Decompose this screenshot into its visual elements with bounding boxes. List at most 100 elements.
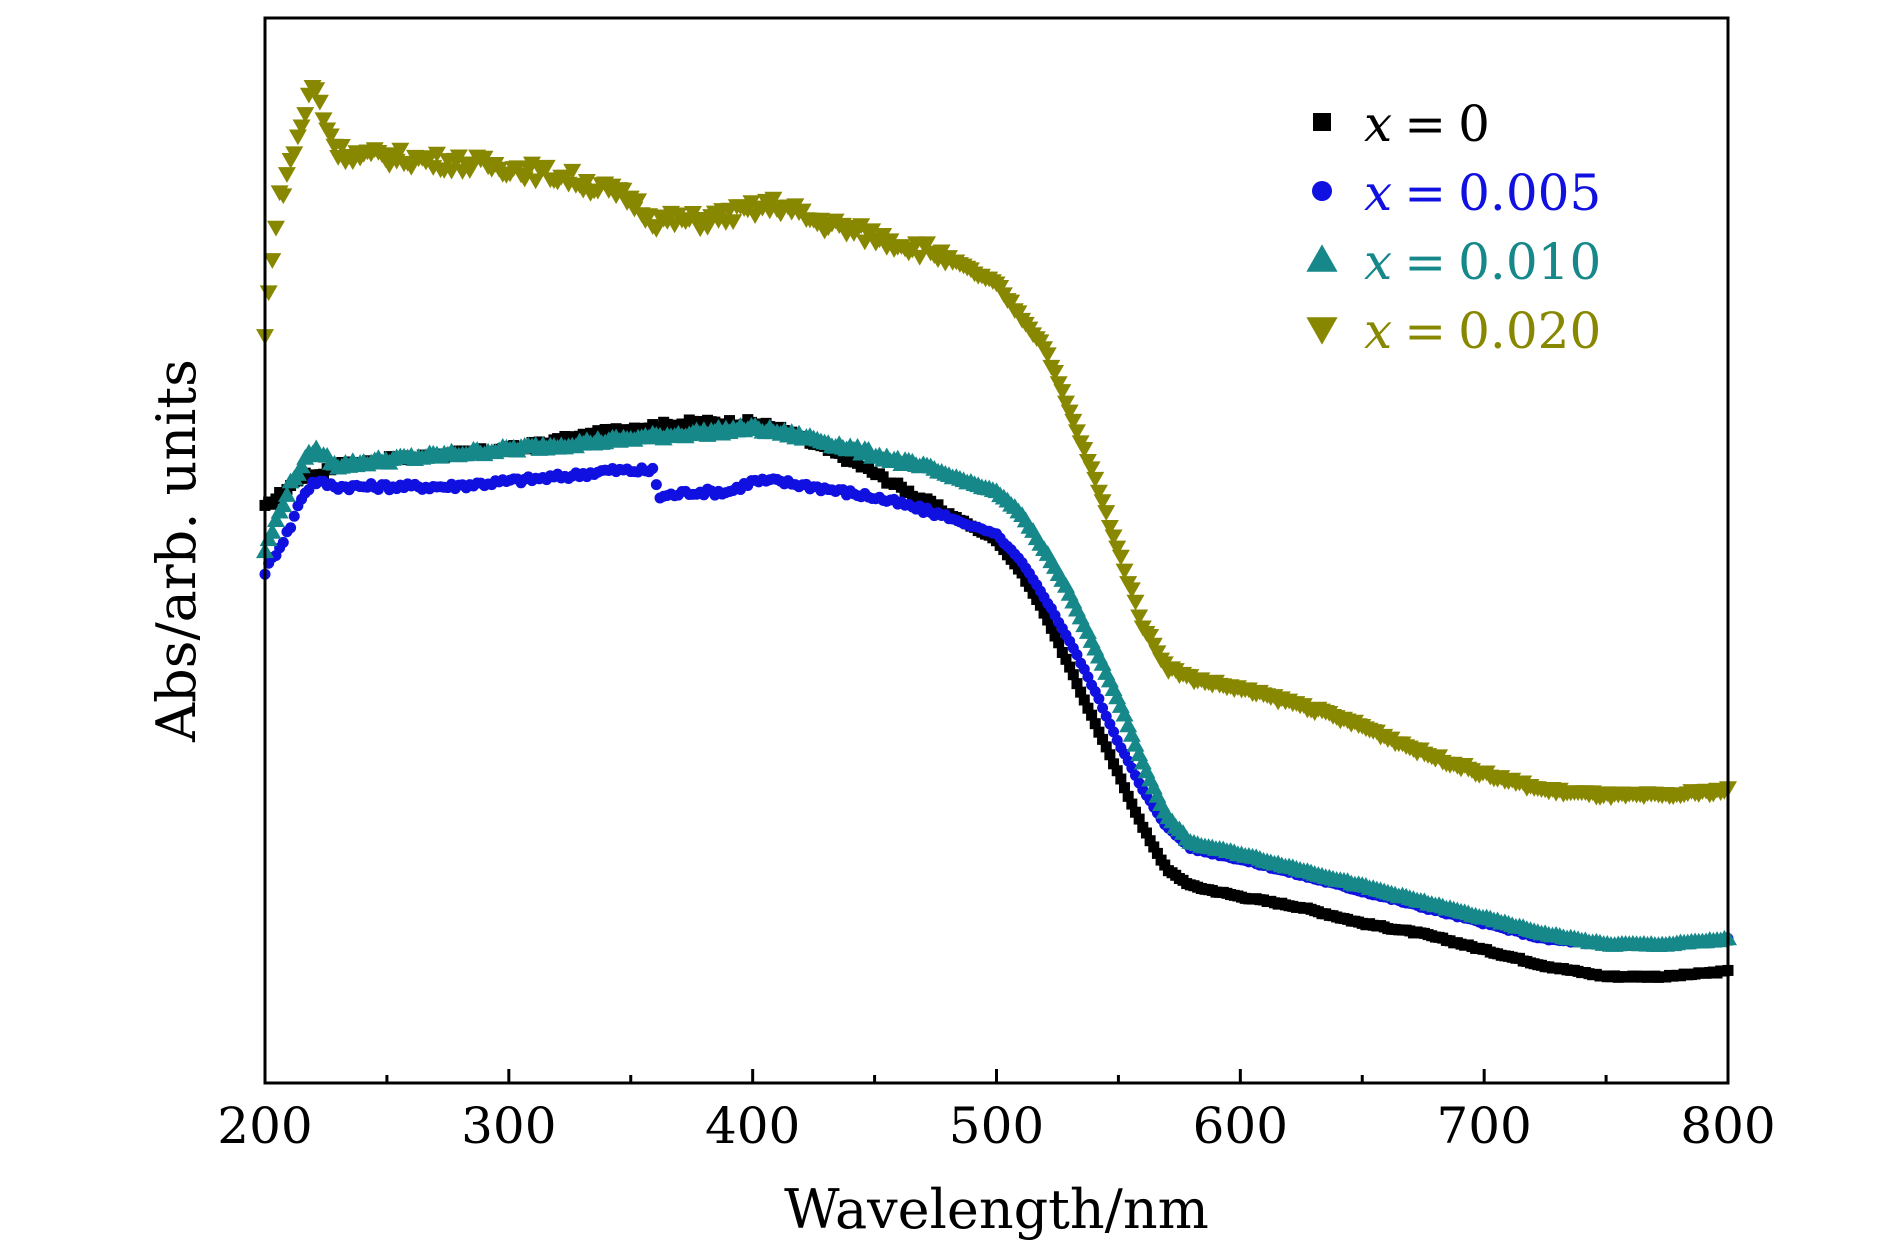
y-axis-label: Abs/arb. units [145,359,208,743]
x-tick-label: 200 [217,1097,312,1155]
data-point [1108,726,1120,738]
data-point [259,285,278,302]
data-point [1023,580,1035,592]
data-point [537,159,556,176]
data-point [852,218,871,235]
data-point [764,191,783,208]
data-point [526,173,545,190]
legend-item: x = 0.020 [1306,302,1601,360]
series-2 [256,416,1737,952]
x-tick-label: 300 [461,1097,556,1155]
data-point [1002,294,1021,311]
plot-area [256,79,1737,983]
data-point [698,219,717,236]
data-point [1075,441,1094,458]
legend-item: x = 0.010 [1306,233,1601,291]
data-point [1108,540,1127,557]
data-point [932,499,944,511]
data-point [1046,365,1065,381]
data-point [1082,671,1094,683]
data-point [1089,484,1108,501]
data-point [1060,404,1079,421]
data-point [1078,694,1090,706]
data-point [1097,733,1109,745]
x-tick-label: 400 [705,1097,800,1155]
data-point [1133,813,1145,825]
data-point [1140,827,1152,839]
data-point [332,139,351,155]
data-point [910,249,929,266]
data-point [1151,847,1163,859]
data-point [1097,505,1116,521]
data-point [329,150,348,166]
data-point [647,462,659,474]
data-point [522,156,541,173]
data-point [1071,678,1083,690]
data-point [285,522,297,534]
x-axis-label: Wavelength/nm [784,1178,1209,1241]
data-point [1067,669,1079,681]
data-point [1097,702,1109,714]
data-point [266,511,285,528]
data-point [1122,790,1134,802]
data-point [1067,424,1086,441]
data-point [1082,702,1094,714]
data-point [296,107,315,123]
data-point [1093,693,1105,705]
data-point [1089,718,1101,730]
legend-item: x = 0.005 [1312,164,1601,222]
data-point [1104,749,1116,761]
data-point [427,146,446,163]
legend-marker [1306,244,1338,272]
data-point [274,496,293,513]
data-point [285,146,304,163]
data-point [1031,593,1043,605]
data-point [724,214,743,231]
data-point [1056,395,1075,412]
data-point [292,119,311,136]
series-1 [259,462,1734,951]
data-point [1034,599,1046,611]
data-point [1027,587,1039,599]
data-point [1100,519,1119,536]
data-point [1042,614,1054,626]
data-point [391,142,410,159]
data-point [1053,384,1072,400]
data-point [318,468,330,480]
data-point [1071,649,1083,661]
data-point [288,510,300,522]
data-point [650,479,662,491]
data-point [1104,529,1123,546]
data-point [1038,607,1050,619]
data-point [1137,821,1149,833]
data-point [321,128,340,145]
data-point [277,536,289,548]
data-point [1086,471,1105,488]
data-point [647,222,666,238]
data-point [1108,758,1120,770]
data-point [863,223,882,240]
data-point [1038,347,1057,364]
data-point [1064,661,1076,673]
legend-marker [1312,181,1332,201]
legend-marker [1306,317,1338,345]
data-point [877,471,889,483]
data-point [292,457,311,474]
data-point [288,129,307,146]
data-point [577,174,596,190]
data-point [1115,773,1127,785]
data-point [1130,609,1149,626]
data-point [270,493,282,505]
data-point [918,236,937,253]
data-point [1053,637,1065,649]
data-point [563,163,582,180]
data-point [629,193,648,210]
data-point [1141,628,1160,645]
data-point [1016,567,1028,579]
data-point [274,188,293,205]
data-point [1075,686,1087,698]
x-tick-label: 600 [1193,1097,1288,1155]
legend-label: x = 0.010 [1364,233,1601,291]
data-point [1056,646,1068,658]
data-point [1129,806,1141,818]
